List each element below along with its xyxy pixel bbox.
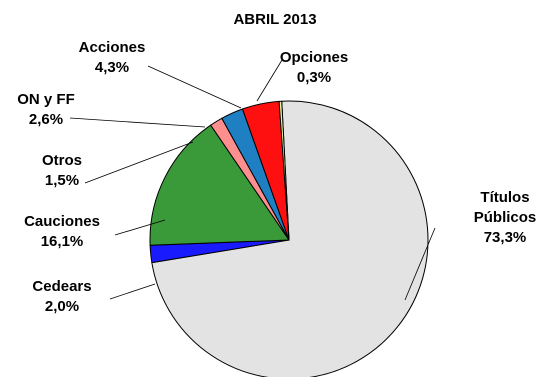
slice-name-label: ON y FF [17,91,75,108]
slice-label: Otros 1,5% [42,152,82,189]
slice-value-label: 0,3% [297,69,331,86]
slice-label: Opciones 0,3% [280,49,348,86]
leader-line [147,65,242,109]
slice-value-label: 2,6% [29,111,63,128]
slice-label: Cedears 2,0% [32,278,91,315]
leader-line [84,141,194,184]
slice-value-label: 4,3% [95,59,129,76]
leader-line [69,117,206,128]
leader-line [114,219,166,236]
leader-line [256,59,283,102]
slice-name-label: Otros [42,152,82,169]
pie-slice-opciones [278,100,290,241]
slice-label: Títulos Públicos 73,3% [474,189,537,246]
slice-name-label: Cedears [32,278,91,295]
slice-name-label: Públicos [474,209,537,226]
leader-line [404,227,436,301]
slice-value-label: 2,0% [45,298,79,315]
slice-name-label: Opciones [280,49,348,66]
slice-name-label: Acciones [79,39,146,56]
slice-name-label: Cauciones [24,213,100,230]
slice-value-label: 1,5% [45,172,79,189]
chart-title: ABRIL 2013 [233,11,316,28]
slice-name-label: Títulos [480,189,529,206]
slice-label: Cauciones 16,1% [24,213,100,250]
slice-label: ON y FF 2,6% [17,91,75,128]
slice-value-label: 16,1% [41,233,84,250]
leader-line [109,283,156,300]
slice-value-label: 73,3% [484,229,527,246]
pie-slice-t-tulos-p-blicos [151,100,429,377]
slice-label: Acciones 4,3% [79,39,146,76]
pie-slice-cauciones [149,124,290,246]
